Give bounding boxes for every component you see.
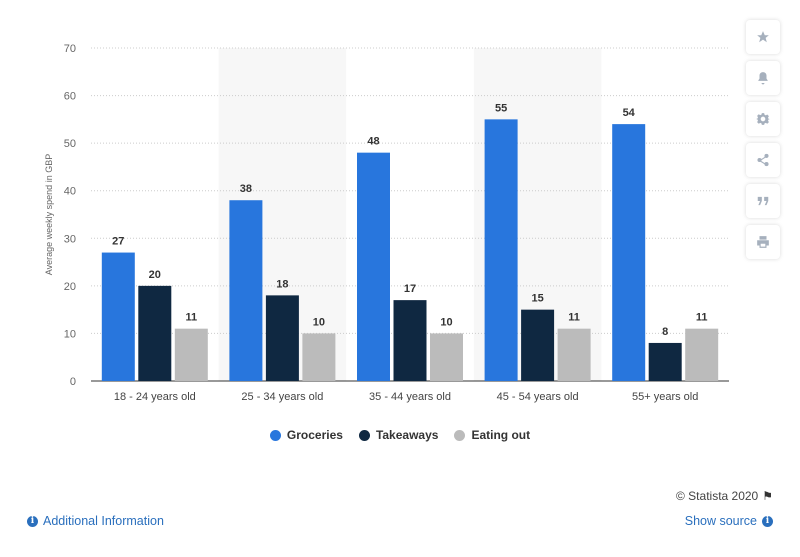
- legend-item-groceries[interactable]: Groceries: [269, 428, 343, 442]
- cite-button[interactable]: [746, 184, 780, 218]
- bar: [557, 328, 591, 381]
- y-tick-label: 50: [64, 138, 76, 150]
- legend-marker: [454, 429, 466, 441]
- statista-credit[interactable]: © Statista 2020 ⚑: [676, 489, 773, 503]
- legend-label: Groceries: [286, 428, 343, 442]
- share-icon: [757, 153, 769, 167]
- quote-icon: [757, 196, 769, 206]
- bar: [138, 285, 172, 381]
- y-tick-label: 70: [64, 43, 76, 55]
- bar: [229, 200, 263, 381]
- x-tick-label: 45 - 54 years old: [497, 391, 579, 403]
- bar: [101, 252, 135, 381]
- legend-marker: [358, 429, 370, 441]
- gear-icon: [756, 113, 770, 125]
- bar: [302, 333, 336, 381]
- x-tick-label: 35 - 44 years old: [369, 391, 451, 403]
- data-label: 10: [440, 316, 452, 328]
- notification-button[interactable]: [746, 61, 780, 95]
- data-label: 27: [112, 236, 124, 248]
- y-tick-label: 20: [64, 281, 76, 293]
- info-icon: i: [762, 515, 773, 527]
- info-icon: i: [27, 515, 38, 527]
- legend: Groceries Takeaways Eating out: [0, 428, 800, 442]
- flag-icon: ⚑: [762, 489, 773, 503]
- additional-information-label: Additional Information: [43, 514, 164, 528]
- data-label: 20: [149, 269, 161, 281]
- data-label: 11: [185, 312, 197, 324]
- data-label: 15: [531, 293, 543, 305]
- share-button[interactable]: [746, 143, 780, 177]
- y-tick-label: 30: [64, 233, 76, 245]
- bar: [521, 309, 555, 381]
- bar: [648, 342, 682, 381]
- additional-information-link[interactable]: i Additional Information: [27, 514, 164, 528]
- y-tick-label: 10: [64, 328, 76, 340]
- data-label: 55: [495, 102, 507, 114]
- x-tick-label: 18 - 24 years old: [114, 391, 196, 403]
- legend-item-eating-out[interactable]: Eating out: [454, 428, 530, 442]
- legend-label: Takeaways: [375, 428, 439, 442]
- y-tick-label: 60: [64, 91, 76, 103]
- data-label: 10: [313, 316, 325, 328]
- bell-icon: [758, 72, 768, 85]
- x-tick-label: 25 - 34 years old: [241, 391, 323, 403]
- bar: [612, 124, 646, 381]
- data-label: 11: [696, 312, 708, 324]
- bar: [174, 328, 208, 381]
- data-label: 38: [240, 183, 252, 195]
- bar-chart: 0 10 20 30 40 50 60 70 Average weekly spend in G…: [44, 43, 729, 403]
- data-label: 18: [276, 278, 288, 290]
- print-button[interactable]: [746, 225, 780, 259]
- bar: [484, 119, 518, 381]
- legend-item-takeaways[interactable]: Takeaways: [358, 428, 439, 442]
- show-source-label: Show source: [684, 514, 757, 528]
- y-axis-label: Average weekly spend in GBP: [44, 154, 54, 275]
- chart-toolbar: [746, 20, 780, 259]
- data-label: 11: [568, 312, 580, 324]
- data-label: 54: [623, 107, 636, 119]
- data-label: 17: [404, 283, 416, 295]
- data-label: 8: [662, 326, 668, 338]
- bar: [685, 328, 719, 381]
- bar: [357, 152, 390, 381]
- bar: [265, 295, 299, 381]
- star-icon: [757, 31, 769, 43]
- x-tick-label: 55+ years old: [632, 391, 698, 403]
- favorite-button[interactable]: [746, 20, 780, 54]
- bar: [393, 300, 427, 381]
- data-label: 48: [367, 136, 379, 148]
- bar: [430, 333, 463, 381]
- y-tick-label: 0: [70, 376, 76, 388]
- print-icon: [757, 236, 769, 248]
- credit-text: © Statista 2020: [676, 489, 759, 503]
- legend-marker: [269, 429, 281, 441]
- show-source-link[interactable]: Show source i: [685, 514, 773, 528]
- settings-button[interactable]: [746, 102, 780, 136]
- legend-label: Eating out: [471, 428, 531, 442]
- y-tick-label: 40: [64, 186, 76, 198]
